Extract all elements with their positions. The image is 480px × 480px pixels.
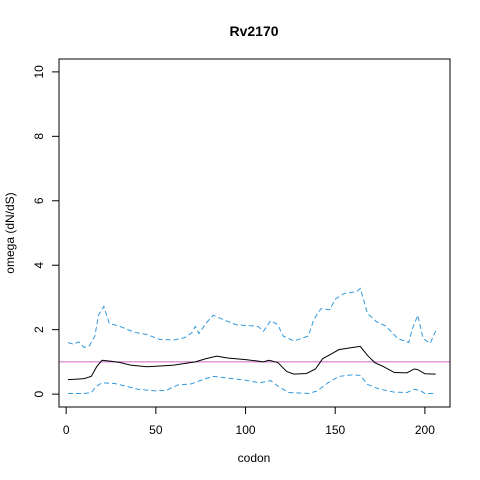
x-tick-label: 100 (236, 423, 256, 437)
x-tick-label: 50 (149, 423, 163, 437)
axes-layer: 0 50 100 150 200 0 2 4 6 8 10 (32, 65, 435, 437)
series-line-estimate (67, 345, 436, 381)
y-tick-label: 8 (32, 133, 46, 140)
x-tick-label: 150 (325, 423, 345, 437)
y-tick-label: 6 (32, 197, 46, 204)
y-tick-label: 4 (32, 262, 46, 269)
y-tick-label: 2 (32, 326, 46, 333)
plot-frame (58, 58, 451, 408)
x-axis-label: codon (238, 451, 271, 465)
y-axis-label: omega (dN/dS) (3, 192, 17, 273)
chart-title: Rv2170 (229, 23, 278, 39)
series-line-lower-bound (67, 374, 436, 394)
y-tick-label: 10 (32, 65, 46, 79)
x-tick-label: 0 (63, 423, 70, 437)
x-tick-label: 200 (415, 423, 435, 437)
y-tick-label: 0 (32, 390, 46, 397)
plot-layer (59, 287, 450, 394)
series-line-upper-bound (67, 287, 437, 348)
